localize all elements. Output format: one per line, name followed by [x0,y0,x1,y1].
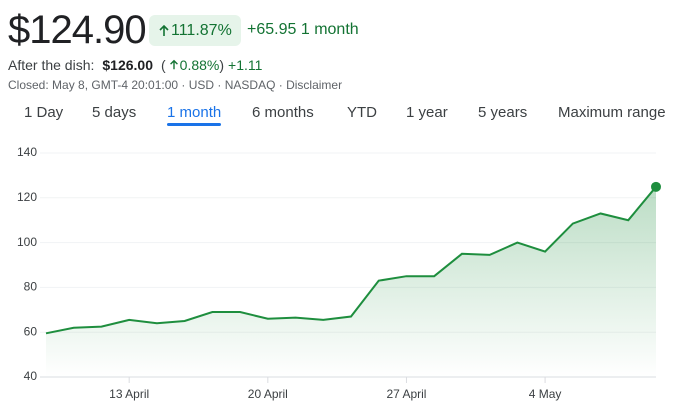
price-line [45,186,657,335]
change: +65.95 [247,21,297,38]
range-tab[interactable]: 1 month [167,104,222,126]
after-percent: 0.88% [179,57,220,73]
after-hours: After the dish: $126.00 ( 0.88% ) +1.11 [8,57,262,73]
after-close: ) [219,57,225,73]
x-tick-label: 13 April [109,387,149,401]
y-tick-label: 80 [24,280,38,294]
y-tick-label: 60 [24,324,38,338]
range-tab[interactable]: 1 Day [24,104,64,121]
price: $124.90 [8,8,147,52]
after-change: +1.11 [228,57,263,73]
after-price: $126.00 [102,57,153,73]
range-tab[interactable]: 5 years [478,104,528,121]
last-point [651,181,661,192]
x-tick-label: 27 April [386,387,426,401]
range-tab[interactable]: 1 year [406,104,448,121]
range-tab[interactable]: 6 months [252,104,314,121]
after-label: After the dish: [8,57,95,73]
x-tick-label: 4 May [529,387,562,401]
change-row: +65.95 1 month [247,21,359,39]
y-tick-label: 100 [17,235,37,249]
range-tab[interactable]: YTD [347,104,377,121]
arrow-up [159,24,169,36]
change-badge: 111.87% [149,15,241,46]
arrow-up [169,59,178,70]
range-tab[interactable]: Maximum range [558,104,666,121]
range-tab[interactable]: 5 days [92,104,137,121]
y-tick-label: 140 [17,145,37,159]
period: 1 month [300,21,359,38]
change-percent: 111.87% [171,21,232,39]
area [46,186,656,377]
y-tick-label: 120 [17,190,37,204]
y-tick-label: 40 [24,369,38,383]
closed-line: Closed: May 8, GMT-4 20:01:00 · USD · NA… [8,78,343,92]
x-tick-label: 20 April [248,387,288,401]
after-open: ( [161,57,166,73]
